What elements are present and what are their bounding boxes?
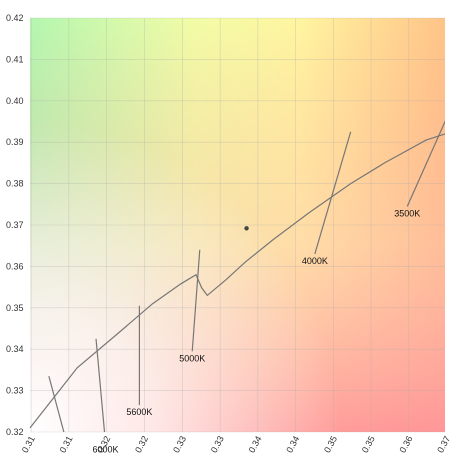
x-tick-label: 0.31 [58, 434, 75, 454]
planckian-locus [29, 133, 446, 429]
x-tick-label: 0.33 [171, 434, 188, 454]
cct-labels: 6500K6000K5600K5000K4000K3500K [92, 208, 420, 454]
x-tick-label: 0.37 [435, 434, 450, 454]
x-tick-label: 0.35 [360, 434, 377, 454]
isotemperature-line-6000K [95, 338, 106, 432]
isotemperature-line-3500K [406, 120, 445, 207]
x-tick-label: 0.34 [284, 434, 301, 454]
y-axis-tick-labels: 0.42 0.41 0.40 0.39 0.38 0.37 0.36 0.35 0.34 0.33… [6, 13, 24, 437]
cct-label-5000K: 5000K [179, 353, 205, 363]
y-tick-label: 0.36 [6, 261, 24, 271]
x-tick-label: 0.32 [133, 434, 150, 454]
cct-label-5600K: 5600K [126, 407, 152, 417]
isotemperature-line-4000K [314, 131, 352, 255]
y-tick-label: 0.37 [6, 220, 24, 230]
x-tick-label: 0.31 [20, 434, 37, 454]
plot-background [30, 18, 445, 432]
isotemperature-line-6500K [48, 375, 65, 432]
y-tick-label: 0.40 [6, 96, 24, 106]
x-tick-label: 0.36 [397, 434, 414, 454]
y-tick-label: 0.39 [6, 137, 24, 147]
locus-line [29, 133, 446, 429]
cct-label-3500K: 3500K [394, 208, 420, 218]
y-tick-label: 0.42 [6, 13, 24, 23]
y-tick-label: 0.41 [6, 54, 24, 64]
measured-points [244, 226, 249, 231]
x-tick-label: 0.33 [209, 434, 226, 454]
x-tick-label: 0.34 [247, 434, 264, 454]
x-tick-label: 0.35 [322, 434, 339, 454]
cct-label-6000K: 6000K [92, 444, 118, 454]
y-tick-label: 0.38 [6, 179, 24, 189]
measured-point [244, 226, 249, 231]
y-tick-label: 0.32 [6, 427, 24, 437]
isotemperature-lines [48, 120, 445, 432]
grid-lines [30, 17, 445, 433]
y-tick-label: 0.35 [6, 303, 24, 313]
x-axis-tick-labels: 0.31 0.31 0.32 0.32 0.33 0.33 0.34 0.34 0.35 0.35… [20, 434, 450, 454]
cct-label-4000K: 4000K [302, 256, 328, 266]
y-tick-label: 0.33 [6, 386, 24, 396]
isotemperature-line-5000K [191, 249, 201, 352]
y-tick-label: 0.34 [6, 344, 24, 354]
